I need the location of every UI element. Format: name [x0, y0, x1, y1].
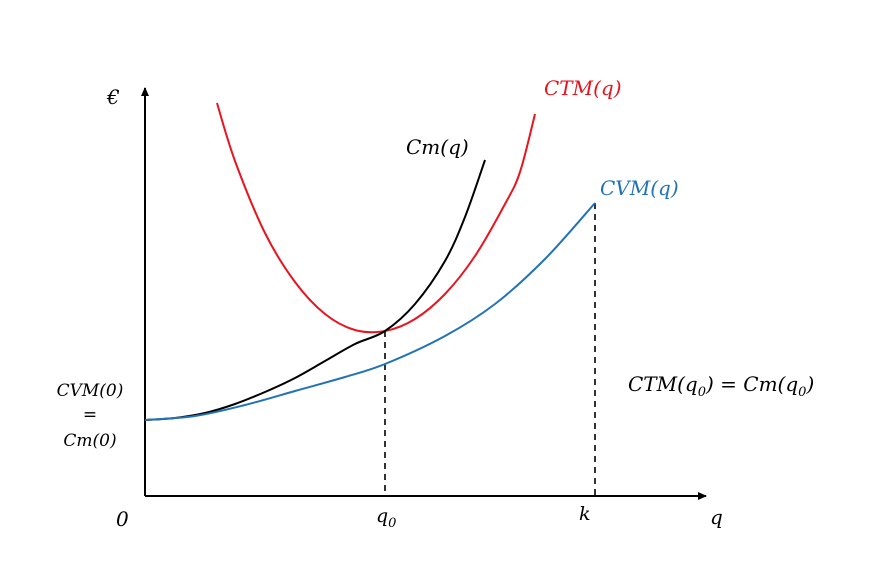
x-tick-k: k	[579, 503, 591, 525]
series-line-cvm	[144, 202, 596, 421]
series-line-cm	[144, 159, 486, 421]
series-label-ctm: CTM(q)	[544, 76, 622, 100]
y-axis-label: €	[106, 85, 120, 109]
origin-label: 0	[116, 507, 129, 531]
equality-annotation: CTM(q0) = Cm(q0)	[628, 372, 814, 400]
y-intercept-label-line3: Cm(0)	[63, 431, 116, 451]
x-axis-label: q	[710, 505, 723, 529]
series-label-cvm: CVM(q)	[600, 176, 679, 200]
x-tick-q0-sub: 0	[388, 516, 396, 531]
x-tick-q0-main: q	[376, 505, 388, 527]
annotation-part-1: CTM(q	[628, 372, 698, 396]
y-intercept-label-line1: CVM(0)	[57, 381, 124, 401]
annotation-sub-1: 0	[698, 385, 706, 400]
annotation-part-3: )	[805, 372, 814, 396]
annotation-sub-2: 0	[798, 385, 806, 400]
x-tick-q0: q0	[376, 505, 396, 531]
series-line-ctm	[216, 102, 536, 334]
annotation-part-2: ) = Cm(q	[705, 372, 798, 396]
y-intercept-label-line2: =	[83, 405, 97, 425]
series-label-cm: Cm(q)	[406, 135, 469, 159]
